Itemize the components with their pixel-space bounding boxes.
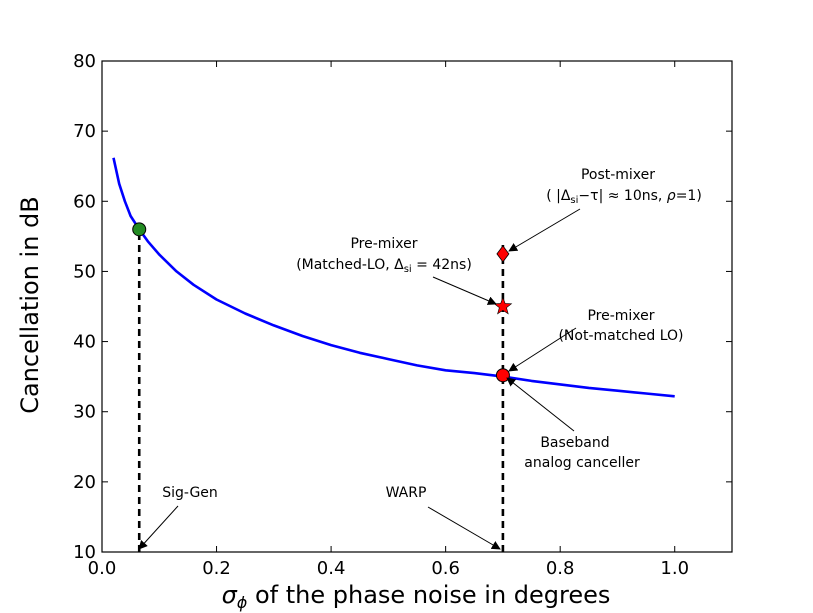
x-axis-label-sub: ϕ xyxy=(237,593,248,612)
sig-gen-label: Sig-Gen xyxy=(162,485,218,501)
axis-ticks: 0.0 0.2 0.4 0.6 0.8 1.0 10 20 30 40 50 60 70 80 xyxy=(73,51,732,579)
baseband-arrow xyxy=(506,377,575,432)
pre-mixer-matched-line2: (Matched-LO, Δsi = 42ns) xyxy=(296,257,472,275)
post-mixer-line2: ( |Δsi−τ| ≈ 10ns, ρ=1) xyxy=(546,188,702,206)
pre-mixer-matched-line2-a: (Matched-LO, Δ xyxy=(296,257,404,273)
y-tick-label: 60 xyxy=(73,191,96,212)
warp-label: WARP xyxy=(386,485,427,501)
pre-mixer-matched-line1: Pre-mixer xyxy=(350,236,417,252)
pre-mixer-not-matched-line2: (Not-matched LO) xyxy=(558,328,683,344)
x-axis-label-symbol: σ xyxy=(222,581,238,609)
post-mixer-line2-c: =1) xyxy=(676,188,702,204)
post-mixer-line2-sub: si xyxy=(570,195,578,206)
baseband-point xyxy=(495,368,510,383)
y-tick-label: 70 xyxy=(73,121,96,142)
y-tick-label: 30 xyxy=(73,402,96,423)
x-tick-label: 0.8 xyxy=(546,558,575,579)
pre-mixer-not-matched-line1: Pre-mixer xyxy=(587,308,654,324)
post-mixer-point xyxy=(496,245,510,263)
plot-frame xyxy=(101,60,733,553)
post-mixer-arrow xyxy=(508,208,581,252)
y-tick-label: 20 xyxy=(73,472,96,493)
post-mixer-line2-b: −τ| ≈ 10ns, xyxy=(578,188,666,204)
post-mixer-line2-a: ( |Δ xyxy=(546,188,571,204)
baseband-label-line1: Baseband xyxy=(540,435,609,451)
pre-mixer-matched-line2-sub: si xyxy=(404,264,412,275)
x-tick-label: 0.0 xyxy=(88,558,117,579)
x-axis-label: σϕ of the phase noise in degrees xyxy=(222,581,611,612)
sig-gen-arrow xyxy=(138,505,179,550)
x-tick-label: 0.4 xyxy=(317,558,346,579)
y-tick-label: 10 xyxy=(73,542,96,563)
y-tick-label: 50 xyxy=(73,261,96,282)
y-axis-label: Cancellation in dB xyxy=(16,196,44,414)
post-mixer-line1: Post-mixer xyxy=(581,167,655,183)
pre-mixer-matched-arrow xyxy=(432,276,497,305)
y-tick-label: 80 xyxy=(73,51,96,72)
pre-mixer-matched-line2-b: = 42ns) xyxy=(412,257,472,273)
y-tick-label: 40 xyxy=(73,332,96,353)
x-tick-label: 0.2 xyxy=(202,558,231,579)
warp-arrow xyxy=(427,506,501,550)
annotations: Sig-Gen WARP Baseband analog canceller Pre-m… xyxy=(138,167,702,550)
baseband-label-line2: analog canceller xyxy=(524,455,640,471)
x-tick-label: 1.0 xyxy=(660,558,689,579)
post-mixer-line2-rho: ρ xyxy=(667,188,676,204)
sig-gen-point xyxy=(132,222,147,237)
pre-mixer-not-matched-arrow xyxy=(508,327,577,372)
plot-area xyxy=(101,60,733,553)
x-axis-label-rest: of the phase noise in degrees xyxy=(247,581,610,609)
x-tick-label: 0.6 xyxy=(431,558,460,579)
